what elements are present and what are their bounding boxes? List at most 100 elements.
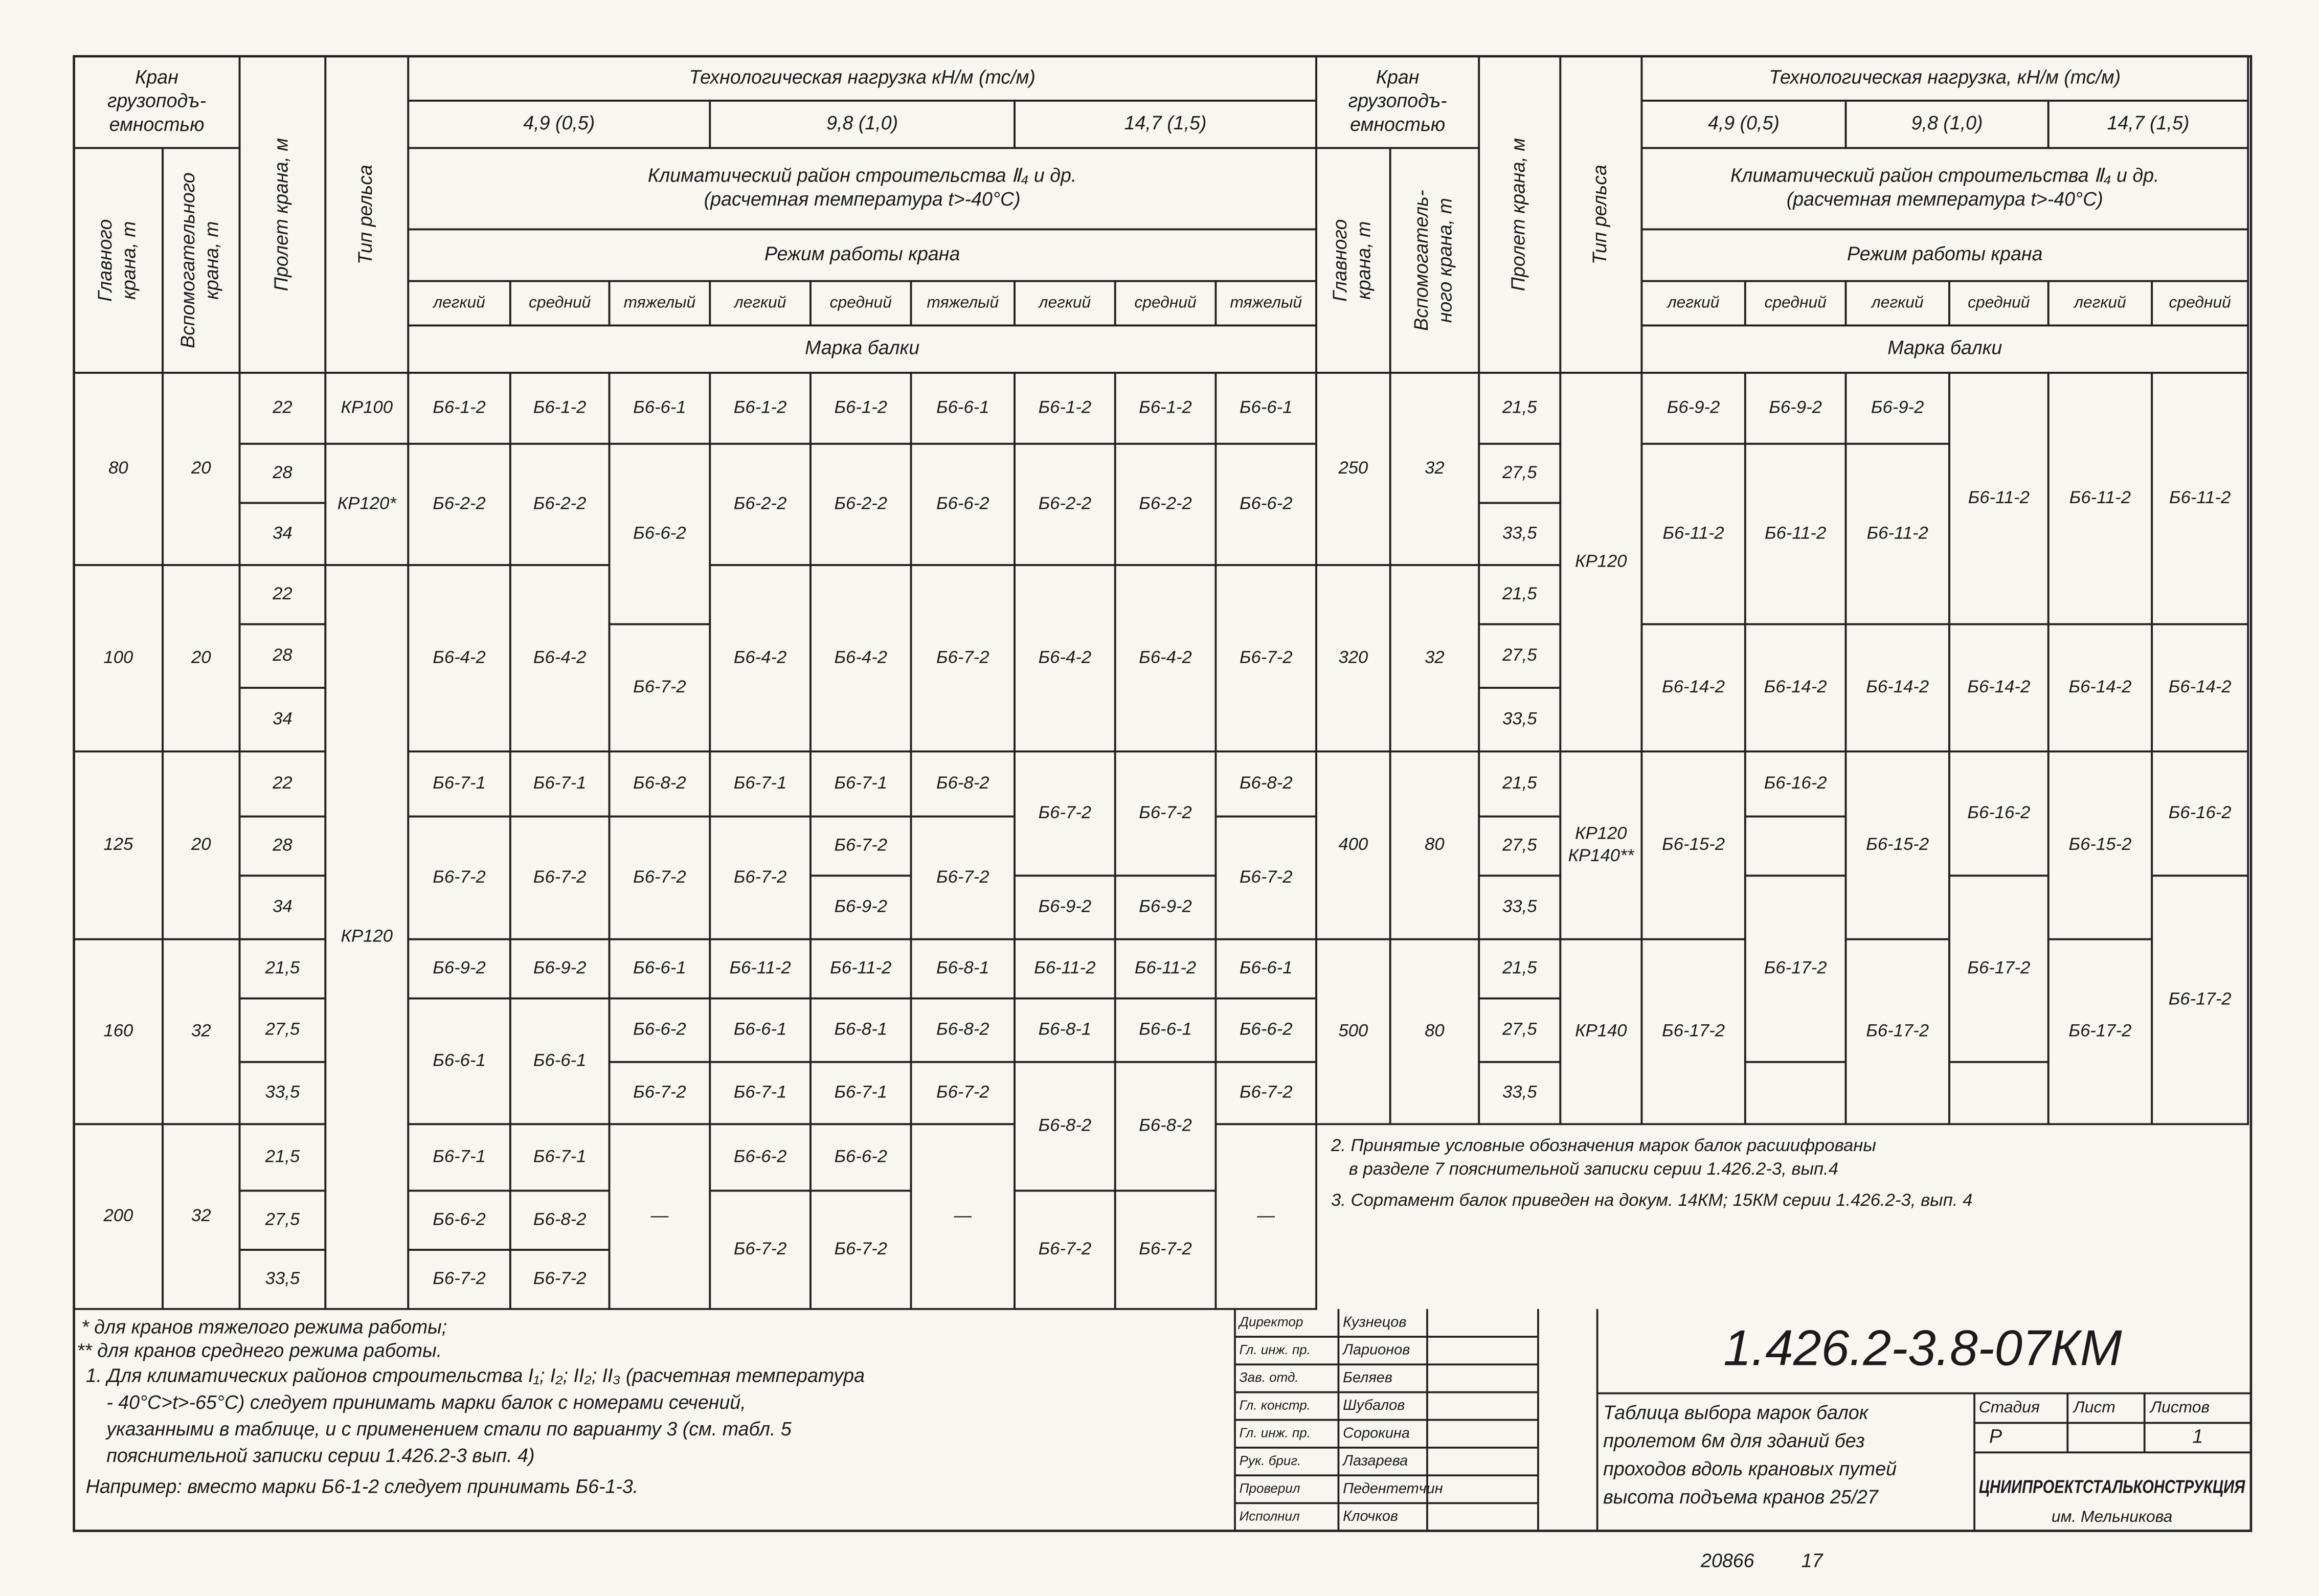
cell-text: 28 <box>272 463 292 482</box>
cell-text: Б6-6-2 <box>633 523 686 543</box>
cell-text: Б6-8-1 <box>1039 1020 1092 1039</box>
cell-text: Б6-14-2 <box>2169 677 2232 696</box>
header-text: легкий <box>1038 293 1091 311</box>
cell-text: Б6-15-2 <box>1662 835 1725 854</box>
table-cell <box>1744 1061 1847 1126</box>
cell-text: Б6-7-2 <box>1039 1239 1092 1258</box>
cell-text: КР140** <box>1568 846 1635 865</box>
header-text: Режим работы крана <box>1847 243 2042 264</box>
cell-text: Б6-16-2 <box>1967 803 2030 822</box>
cell-text: Б6-6-2 <box>633 1020 686 1039</box>
cell-text: Б6-6-1 <box>433 1050 486 1070</box>
signature-role: Проверил <box>1240 1480 1300 1496</box>
cell-text: Б6-2-2 <box>433 494 486 513</box>
table-cell <box>238 1249 327 1310</box>
cell-text: Б6-7-2 <box>734 1239 787 1258</box>
stage-header: Листов <box>2149 1398 2210 1416</box>
cell-text: 27,5 <box>265 1209 300 1229</box>
cell-text: Б6-7-2 <box>734 867 787 887</box>
cell-text: Б6-8-2 <box>1139 1116 1192 1135</box>
cell-text: 80 <box>1425 835 1445 854</box>
table-cell <box>1214 1123 1317 1310</box>
cell-text: Б6-4-2 <box>834 647 887 667</box>
cell-text: Б6-14-2 <box>2069 677 2132 696</box>
organization: им. Мельникова <box>2052 1507 2172 1525</box>
cell-text: 32 <box>1425 458 1445 478</box>
cell-text: Б6-8-2 <box>936 1020 989 1039</box>
cell-text: Б6-2-2 <box>1039 494 1092 513</box>
header-text: Вспомогательного <box>177 172 198 348</box>
note-text: в разделе 7 пояснительной записки серии … <box>1349 1159 1838 1179</box>
cell-text: 33,5 <box>265 1269 300 1288</box>
cell-text: 32 <box>1425 647 1445 667</box>
cell-text: 21,5 <box>1502 773 1537 793</box>
note-text: ** для кранов среднего режима работы. <box>77 1340 442 1361</box>
cell-text: Б6-17-2 <box>1662 1021 1725 1041</box>
signature-role: Гл. констр. <box>1240 1397 1311 1412</box>
signature-name: Клочков <box>1343 1508 1398 1524</box>
header-text: легкий <box>2073 293 2126 311</box>
cell-text: Б6-1-2 <box>1039 398 1092 417</box>
cell-text: Б6-7-2 <box>1039 803 1092 822</box>
table-cell <box>2151 874 2249 1126</box>
cell-text: Б6-7-2 <box>936 647 989 667</box>
header-text: Технологическая нагрузка кН/м (тс/м) <box>689 66 1035 87</box>
cell-text: 33,5 <box>1502 709 1537 728</box>
table-cell <box>1948 1061 2050 1126</box>
cell-text: Б6-1-2 <box>433 398 486 417</box>
cell-text: Б6-8-2 <box>633 773 686 793</box>
cell-text: Б6-6-2 <box>734 1147 787 1166</box>
cell-text: 20 <box>191 835 211 854</box>
cell-text: Б6-7-1 <box>433 1147 486 1166</box>
cell-text: Б6-11-2 <box>2069 488 2131 507</box>
cell-text: Б6-9-2 <box>1769 398 1822 417</box>
note-text: - 40°C>t>-65°C) следует принимать марки … <box>106 1391 746 1413</box>
header-text: Тип рельса <box>1589 165 1610 264</box>
cell-text: Б6-7-2 <box>633 867 686 887</box>
signature-name: Ларионов <box>1342 1342 1410 1358</box>
header-text: грузоподъ- <box>107 90 206 111</box>
header-text: легкий <box>733 293 786 311</box>
cell-text: 27,5 <box>265 1020 300 1039</box>
signature-role: Гл. инж. пр. <box>1240 1425 1311 1441</box>
cell-text: 22 <box>272 584 292 603</box>
cell-text: Б6-2-2 <box>533 494 587 513</box>
cell-text: Б6-6-2 <box>834 1147 887 1166</box>
cell-text: 33,5 <box>1502 897 1537 916</box>
cell-text: Б6-7-2 <box>834 1239 887 1258</box>
header-text: крана, т <box>1353 221 1374 300</box>
header-text: Тип рельса <box>354 165 376 264</box>
header-text: Главного <box>94 219 116 302</box>
cell-text: 32 <box>191 1206 211 1225</box>
signature-name: Педентетчин <box>1343 1480 1443 1497</box>
header-text: емностью <box>1350 114 1445 135</box>
cell-text: 21,5 <box>1502 958 1537 978</box>
cell-text: — <box>1256 1206 1275 1225</box>
cell-text: Б6-1-2 <box>533 398 587 417</box>
cell-text: Б6-7-2 <box>533 867 587 887</box>
header-text: средний <box>529 293 591 311</box>
cell-text: 250 <box>1338 458 1368 478</box>
note-text: 2. Принятые условные обозначения марок б… <box>1331 1136 1876 1155</box>
header-text: крана, т <box>200 221 222 300</box>
cell-text: Б6-6-1 <box>533 1050 587 1070</box>
note-text: 3. Сортамент балок приведен на докум. 14… <box>1331 1190 1972 1210</box>
cell-text: Б6-7-2 <box>1240 1083 1293 1102</box>
cell-text: Б6-7-2 <box>936 867 989 887</box>
cell-text: Б6-7-2 <box>633 1083 686 1102</box>
cell-text: Б6-9-2 <box>533 958 587 978</box>
cell-text: Б6-17-2 <box>2069 1021 2132 1041</box>
cell-text: Б6-6-1 <box>1139 1020 1192 1039</box>
cell-text: Б6-7-1 <box>834 1083 887 1102</box>
cell-text: Б6-11-2 <box>1968 488 2030 507</box>
cell-text: Б6-7-1 <box>734 1083 787 1102</box>
header-text: (расчетная температура t>-40°C) <box>1787 188 2103 210</box>
cell-text: Б6-6-1 <box>633 958 686 978</box>
cell-text: Б6-4-2 <box>734 647 787 667</box>
cell-text: — <box>953 1206 972 1225</box>
cell-text: КР120 <box>341 927 393 946</box>
cell-text: Б6-8-2 <box>936 773 989 793</box>
header-text: ного крана, т <box>1434 198 1456 323</box>
cell-text: 33,5 <box>265 1083 300 1102</box>
signature-role: Исполнил <box>1240 1508 1300 1523</box>
